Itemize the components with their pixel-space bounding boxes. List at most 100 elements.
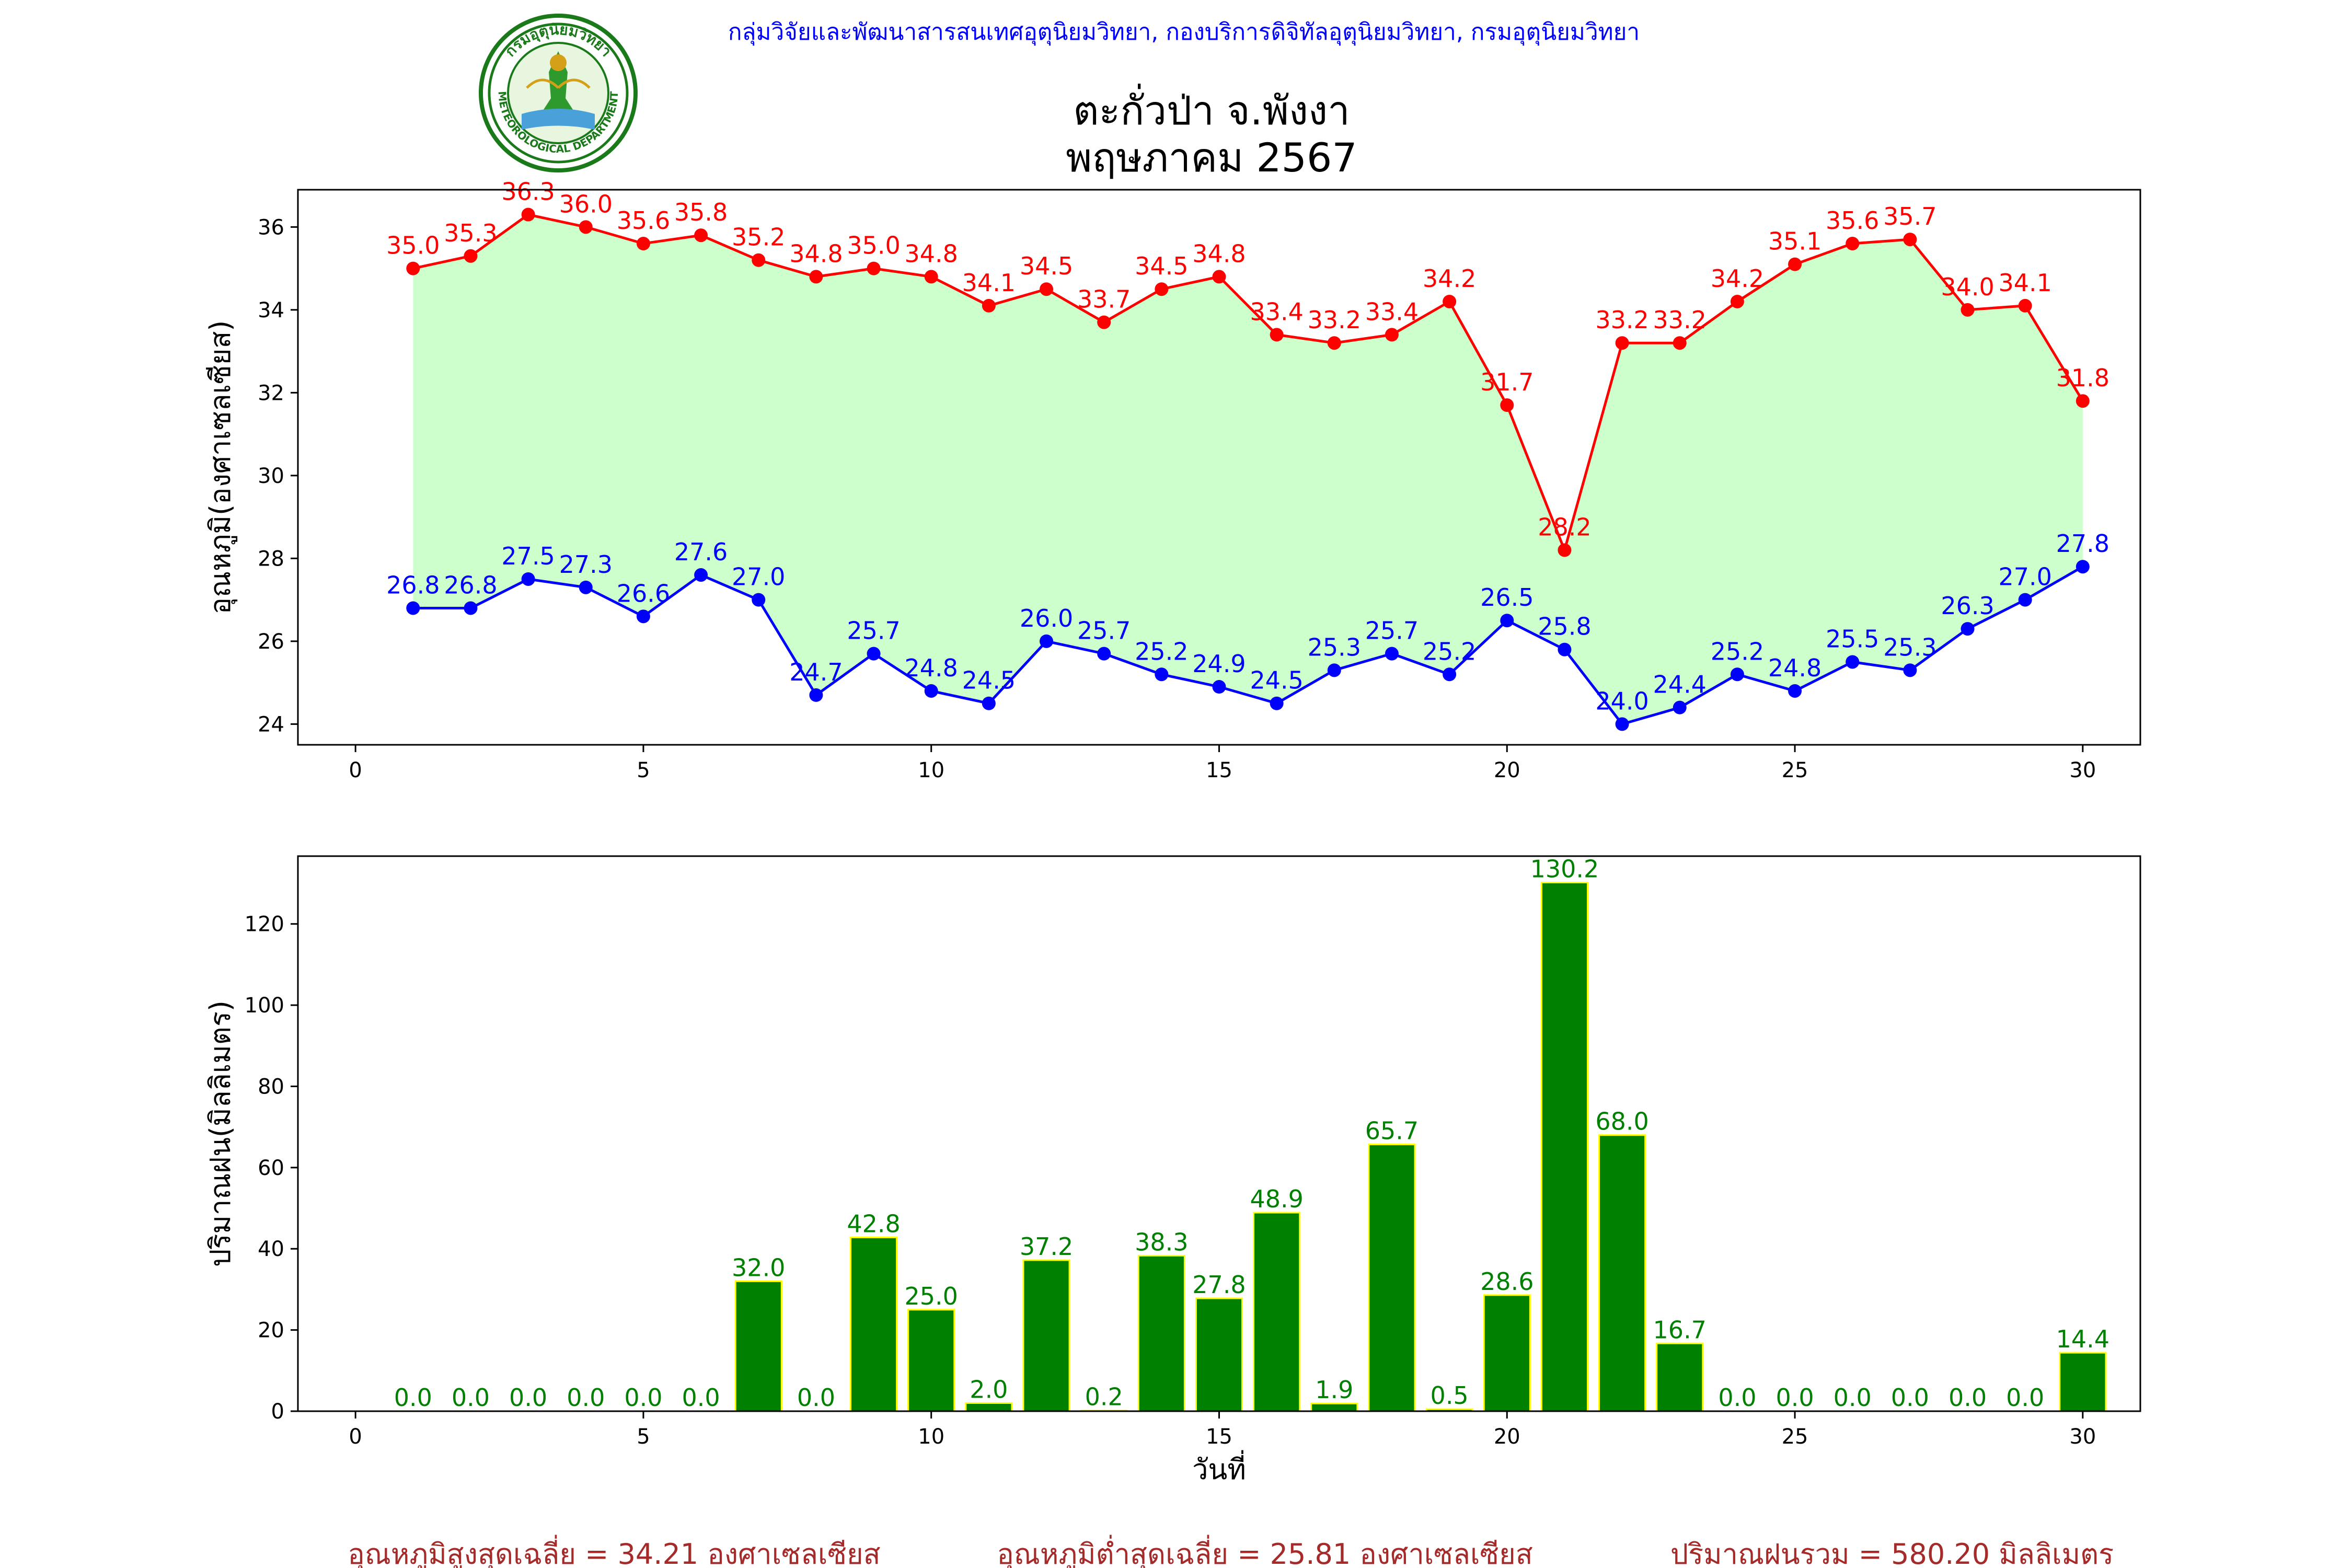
temperature-y-tick-label: 26	[258, 630, 284, 654]
max-temperature-point	[1040, 282, 1054, 296]
max-temperature-data-label: 33.7	[1077, 285, 1131, 314]
min-temperature-data-label: 25.7	[1077, 617, 1131, 645]
max-temperature-point	[752, 253, 766, 267]
rainfall-y-tick-label: 40	[258, 1237, 284, 1261]
max-temperature-point	[2076, 394, 2090, 408]
max-temperature-line	[412, 213, 2084, 555]
min-temperature-point	[1558, 642, 1572, 656]
min-temperature-data-label: 24.4	[1653, 671, 1707, 699]
min-temperature-data-label: 25.7	[1365, 617, 1419, 645]
min-temperature-data-label: 26.5	[1480, 583, 1534, 612]
rain-data-label: 32.0	[732, 1253, 785, 1282]
max-temperature-point	[809, 270, 823, 284]
min-temperature-point	[1097, 647, 1111, 661]
max-temperature-data-label: 33.2	[1653, 306, 1707, 334]
rain-data-label: 130.2	[1530, 855, 1599, 883]
max-temperature-data-label: 34.8	[789, 239, 843, 268]
min-temperature-point	[1443, 667, 1457, 682]
min-temperature-point	[1270, 696, 1284, 710]
chart-title-line2: พฤษภาคม 2567	[1066, 134, 1357, 181]
rainfall-y-tick-label: 80	[258, 1075, 284, 1099]
max-temperature-data-label: 35.6	[1826, 206, 1879, 235]
max-temperature-point	[579, 220, 593, 234]
max-temperature-data-label: 34.8	[905, 239, 958, 268]
max-temperature-data-label: 31.8	[2056, 364, 2109, 392]
min-temperature-point	[1788, 684, 1802, 698]
min-temperature-data-label: 26.3	[1941, 592, 1994, 620]
max-temperature-data-label: 28.2	[1538, 513, 1591, 541]
rain-data-label: 1.9	[1315, 1376, 1353, 1404]
rain-bar	[1656, 1342, 1704, 1412]
footer-avg-min: อุณหภูมิต่ำสุดเฉลี่ย = 25.81 องศาเซลเซีย…	[997, 1535, 1532, 1568]
max-temperature-point	[1327, 336, 1341, 350]
min-temperature-point	[521, 572, 535, 586]
min-temperature-data-label: 27.8	[2056, 529, 2109, 558]
rain-bar	[1195, 1297, 1243, 1412]
max-temperature-point	[406, 261, 420, 275]
rain-data-label: 42.8	[847, 1209, 900, 1238]
rainfall-x-tick-label: 30	[2069, 1425, 2096, 1449]
max-temperature-point	[1385, 328, 1399, 342]
min-temperature-data-label: 24.7	[789, 658, 843, 686]
min-temperature-point	[1040, 634, 1054, 648]
temperature-x-tick-label: 5	[637, 758, 650, 782]
temperature-range-fill	[413, 214, 2083, 724]
max-temperature-data-label: 33.2	[1308, 306, 1361, 334]
rain-bar	[1310, 1402, 1358, 1412]
min-temperature-data-label: 24.8	[905, 654, 958, 682]
rain-data-label: 2.0	[970, 1375, 1008, 1403]
rain-bar	[1022, 1259, 1070, 1412]
rain-data-label: 0.0	[509, 1383, 547, 1412]
min-temperature-data-label: 24.8	[1768, 654, 1821, 682]
min-temperature-data-label: 25.7	[847, 617, 900, 645]
max-temperature-point	[1961, 303, 1975, 317]
org-line: กลุ่มวิจัยและพัฒนาสารสนเทศอุตุนิยมวิทยา,…	[728, 19, 1640, 46]
rain-data-label: 14.4	[2056, 1325, 2109, 1353]
temperature-y-tick-label: 24	[258, 712, 284, 736]
temperature-x-tick-label: 0	[349, 758, 362, 782]
max-temperature-point	[867, 261, 881, 275]
min-temperature-data-label: 25.5	[1826, 625, 1879, 653]
temperature-y-tick-label: 28	[258, 547, 284, 571]
max-temperature-point	[924, 270, 938, 284]
rain-bar	[1540, 881, 1588, 1412]
temperature-x-tick-label: 15	[1206, 758, 1232, 782]
max-temperature-data-label: 34.2	[1423, 264, 1476, 293]
rain-bar	[1253, 1212, 1301, 1412]
min-temperature-point	[1903, 663, 1917, 677]
max-temperature-data-label: 34.1	[1998, 269, 2051, 297]
rain-data-label: 68.0	[1595, 1108, 1648, 1136]
max-temperature-data-label: 34.5	[1020, 252, 1073, 280]
max-temperature-data-label: 34.2	[1711, 264, 1764, 293]
rain-bar	[1598, 1134, 1646, 1412]
rain-data-label: 28.6	[1480, 1267, 1534, 1296]
max-temperature-point	[1155, 282, 1169, 296]
min-temperature-point	[1846, 655, 1860, 669]
min-temperature-point	[636, 609, 650, 624]
min-temperature-data-label: 25.3	[1308, 633, 1361, 661]
min-temperature-data-label: 27.3	[559, 550, 613, 579]
max-temperature-data-label: 35.7	[1883, 202, 1936, 230]
rain-data-label: 48.9	[1250, 1185, 1303, 1213]
min-temperature-point	[1730, 667, 1744, 682]
max-temperature-point	[1673, 336, 1687, 350]
min-temperature-line	[413, 566, 2084, 726]
chart-title-line1: ตะกั่วป่า จ.พังงา	[1073, 84, 1350, 134]
rain-data-label: 0.0	[1834, 1383, 1872, 1412]
min-temperature-point	[1961, 622, 1975, 636]
rain-bar	[907, 1309, 955, 1412]
max-temperature-point	[982, 298, 996, 313]
rain-bar	[965, 1402, 1013, 1412]
rain-data-label: 65.7	[1365, 1117, 1419, 1145]
max-temperature-data-label: 35.3	[444, 219, 497, 247]
temperature-x-tick-label: 30	[2069, 758, 2096, 782]
rain-data-label: 0.0	[682, 1383, 720, 1412]
rain-bar	[1483, 1294, 1531, 1412]
rainfall-x-tick-label: 10	[918, 1425, 944, 1449]
rainfall-x-tick-label: 20	[1494, 1425, 1520, 1449]
max-temperature-data-label: 33.2	[1595, 306, 1648, 334]
max-temperature-point	[694, 228, 708, 243]
min-temperature-data-label: 24.5	[962, 666, 1016, 695]
min-temperature-data-label: 26.6	[617, 579, 670, 607]
min-temperature-data-label: 24.0	[1595, 687, 1648, 715]
